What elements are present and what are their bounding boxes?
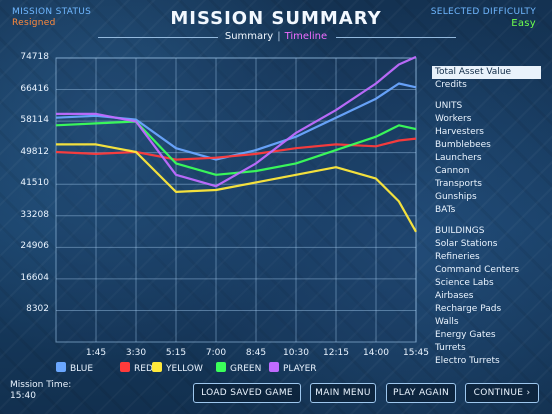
stat-item[interactable]: Harvesters — [435, 127, 484, 137]
stat-item[interactable]: Electro Turrets — [435, 356, 500, 366]
legend-swatch — [120, 362, 130, 372]
stat-item[interactable]: Transports — [435, 179, 482, 189]
tab-separator: | — [277, 31, 281, 42]
x-tick-label: 12:15 — [323, 348, 349, 358]
section-header-units: UNITS — [435, 101, 463, 111]
legend-label: YELLOW — [166, 364, 203, 374]
stat-item[interactable]: Gunships — [435, 192, 477, 202]
view-tabs: Summary | Timeline — [0, 31, 552, 42]
y-tick-label: 74718 — [20, 52, 49, 62]
page-title: MISSION SUMMARY — [170, 8, 382, 29]
divider-left — [98, 37, 218, 38]
legend-item-green[interactable]: GREEN — [216, 362, 261, 374]
stat-item[interactable]: Bumblebees — [435, 140, 491, 150]
tab-summary[interactable]: Summary — [224, 31, 274, 42]
x-tick-label: 15:45 — [403, 348, 429, 358]
legend-item-yellow[interactable]: YELLOW — [152, 362, 203, 374]
section-header-buildings: BUILDINGS — [435, 226, 485, 236]
legend-swatch — [216, 362, 226, 372]
difficulty-label: SELECTED DIFFICULTY — [430, 7, 536, 17]
stat-item[interactable]: Science Labs — [435, 278, 494, 288]
stat-item[interactable]: Energy Gates — [435, 330, 496, 340]
series-line-green — [55, 120, 417, 176]
series-line-yellow — [56, 143, 417, 233]
legend-item-red[interactable]: RED — [120, 362, 153, 374]
x-tick-label: 14:00 — [363, 348, 389, 358]
stat-item[interactable]: Cannon — [435, 166, 470, 176]
x-tick-label: 7:00 — [205, 348, 227, 358]
y-tick-label: 16604 — [20, 272, 49, 283]
continue-label: CONTINUE — [473, 388, 524, 398]
stat-item[interactable]: Command Centers — [435, 265, 520, 275]
mission-status-label: MISSION STATUS — [12, 7, 92, 17]
continue-button[interactable]: CONTINUE › — [465, 383, 539, 403]
mission-time-value: 15:40 — [10, 391, 36, 401]
legend-label: GREEN — [230, 364, 262, 374]
stat-item[interactable]: Workers — [435, 114, 472, 124]
stat-item[interactable]: Launchers — [435, 153, 482, 163]
y-tick-label: 33208 — [20, 209, 49, 220]
mission-status-value: Resigned — [12, 18, 56, 28]
legend-label: PLAYER — [283, 364, 317, 374]
series-line-player — [56, 55, 417, 188]
y-tick-label: 66416 — [20, 83, 49, 94]
mission-time: Mission Time: 15:40 — [10, 380, 71, 402]
x-tick-label: 10:30 — [283, 348, 309, 358]
mission-time-label: Mission Time: — [10, 380, 72, 390]
series-line-red — [55, 137, 417, 161]
plot-area — [55, 57, 417, 343]
tab-timeline[interactable]: Timeline — [284, 31, 328, 42]
play-again-button[interactable]: PLAY AGAIN — [386, 383, 456, 403]
legend-label: RED — [134, 364, 153, 374]
legend-swatch — [152, 362, 162, 372]
difficulty-value: Easy — [511, 18, 536, 29]
mission-status: MISSION STATUS Resigned — [12, 7, 91, 29]
x-tick-label: 5:15 — [165, 348, 187, 358]
x-tick-label: 1:45 — [85, 348, 107, 358]
y-tick-label: 8302 — [26, 304, 49, 315]
legend-swatch — [269, 362, 279, 372]
selected-difficulty: SELECTED DIFFICULTY Easy — [431, 7, 536, 29]
legend-item-blue[interactable]: BLUE — [56, 362, 93, 374]
stat-item[interactable]: BATs — [435, 205, 456, 215]
stat-item[interactable]: Total Asset Value — [432, 66, 541, 79]
y-tick-label: 41510 — [20, 178, 49, 189]
stat-item[interactable]: Turrets — [435, 343, 466, 353]
y-tick-label: 58114 — [20, 115, 49, 126]
x-tick-label: 8:45 — [245, 348, 267, 358]
stat-item[interactable]: Walls — [435, 317, 459, 327]
legend-label: BLUE — [70, 364, 94, 374]
chevron-right-icon: › — [526, 388, 531, 398]
stat-item[interactable]: Credits — [435, 80, 467, 90]
load-saved-game-button[interactable]: LOAD SAVED GAME — [193, 383, 301, 403]
divider-right — [336, 37, 456, 38]
stat-item[interactable]: Recharge Pads — [435, 304, 502, 314]
legend-swatch — [56, 362, 66, 372]
stat-item[interactable]: Airbases — [435, 291, 474, 301]
y-tick-label: 49812 — [20, 146, 49, 157]
stat-item[interactable]: Refineries — [435, 252, 480, 262]
legend-item-player[interactable]: PLAYER — [269, 362, 317, 374]
main-menu-button[interactable]: MAIN MENU — [310, 383, 376, 403]
x-tick-label: 3:30 — [125, 348, 147, 358]
stat-item[interactable]: Solar Stations — [435, 239, 498, 249]
y-tick-label: 24906 — [20, 241, 49, 252]
